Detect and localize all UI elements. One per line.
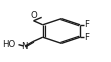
Text: F: F bbox=[84, 20, 89, 29]
Text: F: F bbox=[84, 33, 89, 42]
Text: N: N bbox=[21, 42, 28, 51]
Text: O: O bbox=[30, 11, 37, 20]
Text: HO: HO bbox=[3, 40, 16, 49]
